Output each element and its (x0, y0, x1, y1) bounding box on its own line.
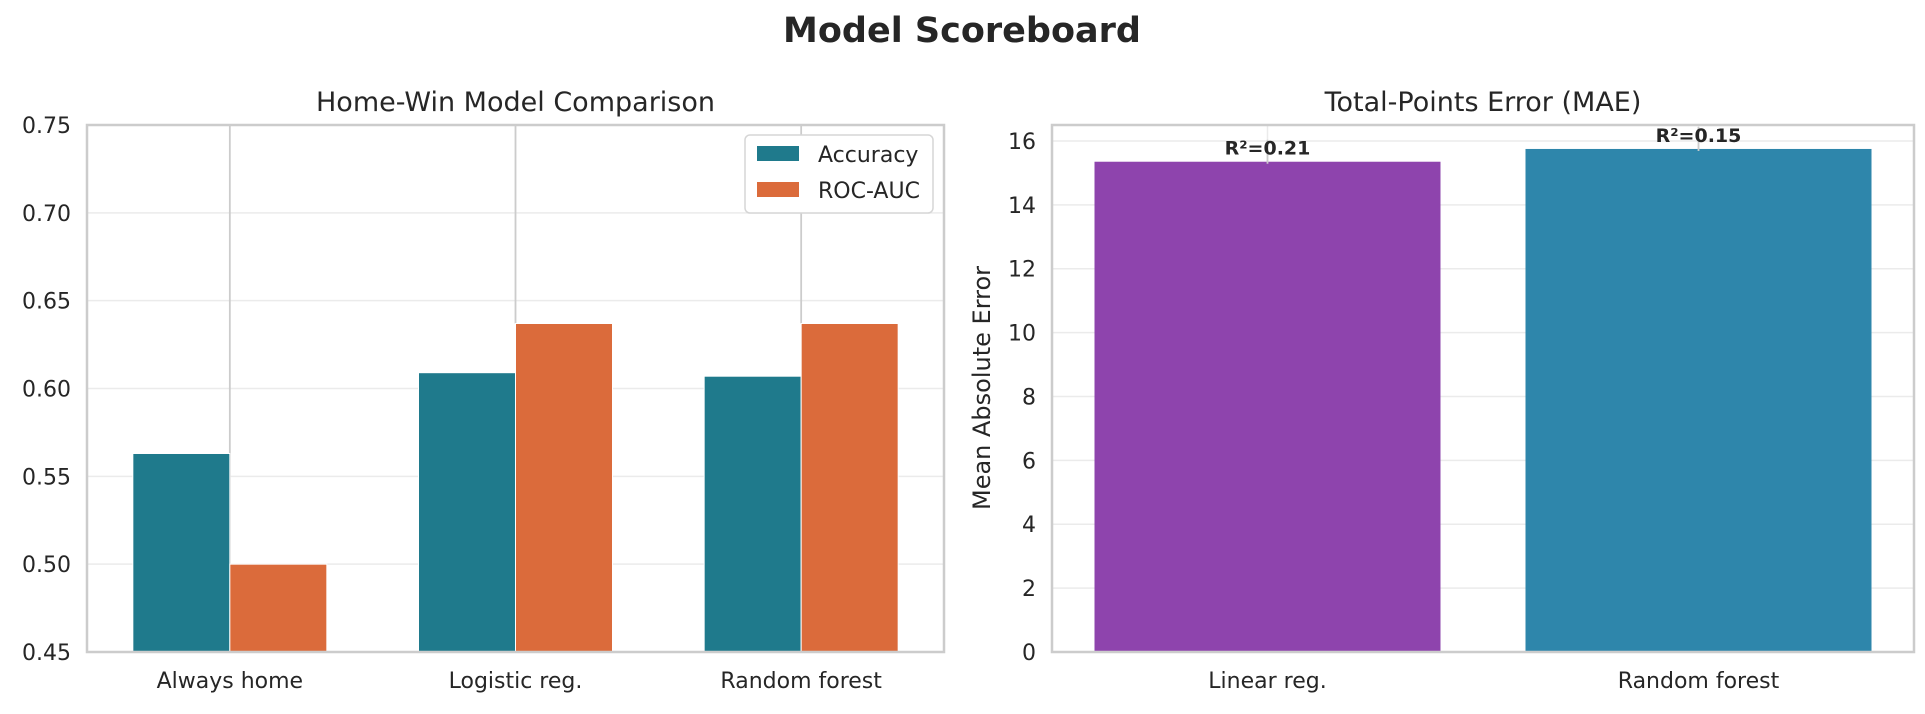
chart-title: Home-Win Model Comparison (316, 87, 715, 118)
y-tick-label: 4 (1022, 513, 1036, 538)
y-tick-label: 0.55 (22, 465, 71, 490)
y-axis-label: Mean Absolute Error (968, 266, 996, 510)
bar-accuracy-2 (418, 372, 516, 653)
bar-mae-1 (1094, 161, 1441, 653)
axes-frame (85, 123, 946, 654)
bar-roc-auc-3 (800, 323, 899, 653)
y-tick-label: 12 (1008, 258, 1036, 283)
bar-accuracy-3 (703, 375, 802, 653)
bar-accuracy-1 (132, 452, 231, 653)
y-tick-label: 0.65 (22, 290, 71, 315)
chart-title: Total-Points Error (MAE) (1324, 87, 1642, 118)
y-tick-label: 16 (1008, 130, 1036, 155)
x-tick-label: Always home (157, 669, 303, 694)
y-tick-label: 2 (1022, 577, 1036, 602)
y-tick-label: 14 (1008, 194, 1036, 219)
bar-roc-auc-2 (515, 323, 613, 653)
y-tick-label: 0 (1022, 641, 1036, 666)
y-tick-label: 10 (1008, 322, 1036, 347)
bar-roc-auc-1 (229, 563, 328, 653)
y-tick-label: 0.45 (22, 641, 71, 666)
x-tick-label: Random forest (720, 669, 882, 694)
axes-frame (1050, 123, 1916, 654)
figure-title: Model Scoreboard (783, 11, 1141, 51)
y-tick-label: 8 (1022, 385, 1036, 410)
legend-label: ROC-AUC (818, 179, 920, 204)
legend-swatch-2 (757, 182, 799, 197)
x-tick-label: Logistic reg. (449, 669, 583, 694)
y-tick-label: 0.75 (22, 114, 71, 139)
y-tick-label: 0.60 (22, 378, 71, 403)
x-tick-label: Random forest (1618, 669, 1780, 694)
bar-mae-2 (1525, 148, 1872, 653)
bar-annotation: R²=0.21 (1225, 138, 1311, 160)
y-tick-label: 6 (1022, 449, 1036, 474)
y-tick-label: 0.50 (22, 553, 71, 578)
y-tick-label: 0.70 (22, 202, 71, 227)
legend-swatch-1 (757, 146, 799, 161)
x-tick-label: Linear reg. (1208, 669, 1326, 694)
bar-annotation: R²=0.15 (1656, 125, 1742, 147)
legend-label: Accuracy (818, 143, 918, 168)
